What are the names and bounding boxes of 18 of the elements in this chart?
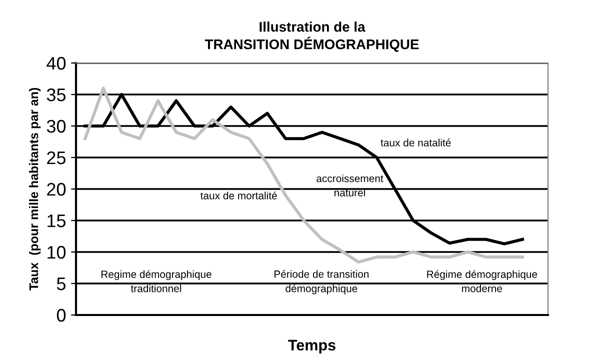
y-axis-title: Taux (pour mille habitants par an) (28, 88, 41, 290)
annotation: Période de transition démographique (274, 270, 369, 294)
y-tick-label: 25 (47, 151, 66, 164)
annotation: Regime démographique traditionnel (102, 270, 212, 292)
y-tick-label: 20 (47, 182, 66, 196)
y-tick-label: 10 (48, 246, 66, 259)
y-tick-label: 40 (46, 56, 66, 70)
y-tick-label: 35 (46, 88, 66, 102)
series-label: taux de mortalité (200, 192, 277, 200)
series-label: taux de natalité (380, 138, 451, 146)
y-tick-label: 15 (48, 214, 66, 228)
annotation: Régime démographique moderne (427, 270, 538, 292)
chart-title: Illustration de la TRANSITION DÉMOGRAPHIQUE (204, 22, 419, 52)
y-tick-label: 0 (56, 308, 66, 322)
annotation: accroissement naturel (316, 174, 384, 196)
x-axis-title: Temps (288, 340, 336, 354)
y-tick-label: 5 (56, 278, 66, 290)
y-tick-label: 30 (46, 120, 66, 133)
